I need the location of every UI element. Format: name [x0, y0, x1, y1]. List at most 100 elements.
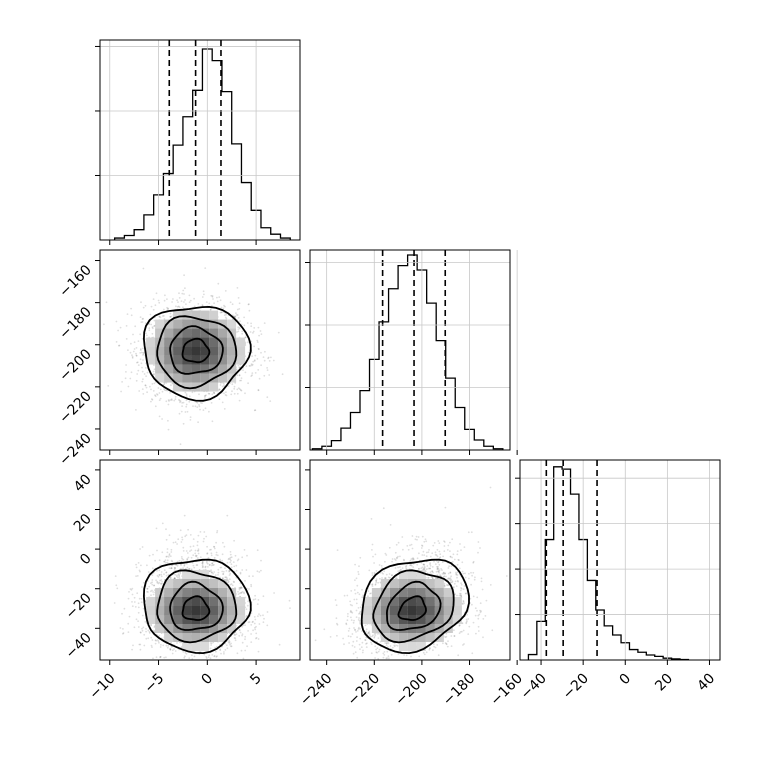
scatter-point	[235, 312, 237, 315]
scatter-point	[217, 568, 220, 571]
scatter-point	[174, 567, 176, 570]
scatter-point	[197, 303, 200, 305]
scatter-point	[220, 306, 223, 309]
scatter-point	[239, 571, 242, 574]
scatter-point	[234, 639, 237, 642]
scatter-point	[115, 320, 118, 323]
scatter-point	[226, 514, 229, 517]
scatter-point	[184, 655, 186, 658]
scatter-point	[140, 351, 143, 354]
scatter-point	[165, 644, 168, 647]
scatter-point	[207, 557, 210, 559]
scatter-point	[154, 639, 157, 641]
scatter-point	[215, 551, 218, 554]
scatter-point	[215, 650, 217, 653]
scatter-point	[159, 646, 162, 648]
scatter-point	[237, 593, 240, 595]
scatter-point	[161, 390, 164, 393]
scatter-point	[165, 389, 167, 392]
scatter-point	[239, 320, 241, 322]
scatter-point	[158, 315, 161, 318]
scatter-point	[125, 364, 127, 366]
scatter-point	[218, 296, 221, 298]
scatter-point	[176, 305, 179, 308]
scatter-point	[127, 631, 130, 633]
scatter-point	[182, 401, 185, 404]
scatter-point	[244, 649, 247, 652]
scatter-point	[178, 292, 180, 295]
scatter-point	[159, 397, 162, 400]
scatter-point	[253, 409, 256, 412]
scatter-point	[140, 362, 143, 365]
scatter-point	[161, 418, 164, 420]
density-cell	[182, 373, 192, 383]
scatter-point	[189, 545, 192, 548]
scatter-point	[181, 405, 184, 407]
scatter-point	[171, 652, 174, 655]
scatter-point	[136, 575, 139, 577]
scatter-point	[165, 574, 168, 577]
scatter-point	[173, 399, 176, 402]
scatter-point	[163, 383, 166, 385]
scatter-point	[185, 550, 188, 552]
scatter-point	[256, 341, 259, 343]
scatter-point	[182, 567, 185, 570]
scatter-point	[167, 399, 170, 401]
scatter-point	[243, 316, 246, 319]
scatter-point	[244, 580, 246, 582]
density-cell	[173, 346, 183, 356]
scatter-point	[255, 632, 258, 635]
scatter-point	[134, 606, 137, 608]
density-cell	[209, 310, 219, 320]
scatter-point	[248, 621, 251, 623]
scatter-point	[250, 583, 253, 586]
scatter-point	[235, 633, 238, 635]
scatter-point	[256, 358, 259, 360]
scatter-point	[107, 385, 110, 387]
scatter-point	[144, 384, 147, 387]
scatter-point	[145, 386, 148, 389]
scatter-point	[141, 614, 144, 617]
scatter-point	[167, 419, 169, 422]
scatter-point	[225, 394, 228, 397]
scatter-point	[163, 318, 166, 320]
scatter-point	[255, 625, 257, 628]
scatter-point	[184, 287, 186, 290]
scatter-point	[159, 579, 162, 582]
scatter-point	[253, 345, 256, 348]
scatter-point	[264, 350, 266, 353]
scatter-point	[181, 402, 184, 404]
scatter-point	[188, 301, 191, 304]
scatter-point	[141, 366, 143, 369]
scatter-point	[136, 361, 138, 364]
scatter-point	[246, 322, 249, 324]
scatter-point	[216, 300, 219, 303]
scatter-point	[252, 598, 255, 601]
scatter-point	[194, 549, 197, 552]
scatter-point	[145, 332, 147, 335]
scatter-point	[210, 644, 213, 646]
scatter-point	[145, 637, 148, 640]
scatter-point	[135, 563, 138, 566]
scatter-point	[201, 402, 203, 404]
scatter-point	[206, 552, 209, 555]
scatter-point	[158, 415, 161, 418]
scatter-point	[105, 301, 108, 304]
scatter-point	[229, 583, 232, 586]
scatter-point	[157, 387, 160, 389]
scatter-point	[254, 354, 257, 357]
scatter-point	[158, 315, 161, 318]
scatter-point	[196, 406, 199, 408]
scatter-point	[130, 342, 132, 345]
scatter-point	[135, 618, 138, 621]
scatter-point	[223, 408, 226, 410]
scatter-point	[188, 395, 191, 398]
scatter-point	[167, 403, 170, 406]
scatter-point	[139, 548, 142, 550]
scatter-point	[203, 293, 205, 296]
scatter-point	[230, 559, 232, 562]
scatter-point	[244, 635, 247, 638]
density-cell	[164, 328, 174, 338]
scatter-point	[252, 330, 255, 333]
scatter-point	[177, 301, 179, 303]
